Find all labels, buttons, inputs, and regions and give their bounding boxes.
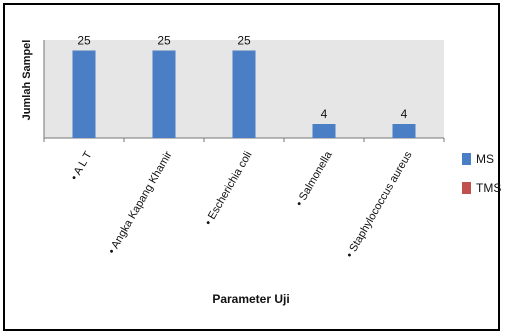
x-tick-label: • A L T — [69, 149, 95, 182]
legend-label-ms: MS — [476, 152, 494, 166]
legend-item-ms: MS — [462, 152, 494, 166]
y-axis-title: Jumlah Sampel — [21, 40, 33, 121]
bar-data-label: 4 — [321, 107, 328, 121]
x-tick-label: • Angka Kapang Khamir — [106, 149, 175, 256]
legend-swatch-tms — [462, 182, 471, 194]
bar-ms — [232, 50, 256, 138]
bar-ms — [72, 50, 96, 138]
legend-item-tms: TMS — [462, 181, 501, 195]
x-tick-label: • Salmonella — [294, 149, 335, 209]
bar-data-label: 4 — [401, 107, 408, 121]
bar-data-label: 25 — [77, 34, 91, 48]
bar-ms — [392, 124, 416, 138]
x-tick-label: • Staphylococcus aureus — [344, 149, 415, 260]
bar-ms — [312, 124, 336, 138]
legend-swatch-ms — [462, 153, 471, 165]
bar-data-label: 25 — [237, 34, 251, 48]
legend-label-tms: TMS — [476, 181, 502, 195]
x-axis-title: Parameter Uji — [212, 292, 289, 306]
bar-ms — [152, 50, 176, 138]
bar-data-label: 25 — [157, 34, 171, 48]
x-tick-label: • Escherichia coli — [203, 150, 255, 228]
